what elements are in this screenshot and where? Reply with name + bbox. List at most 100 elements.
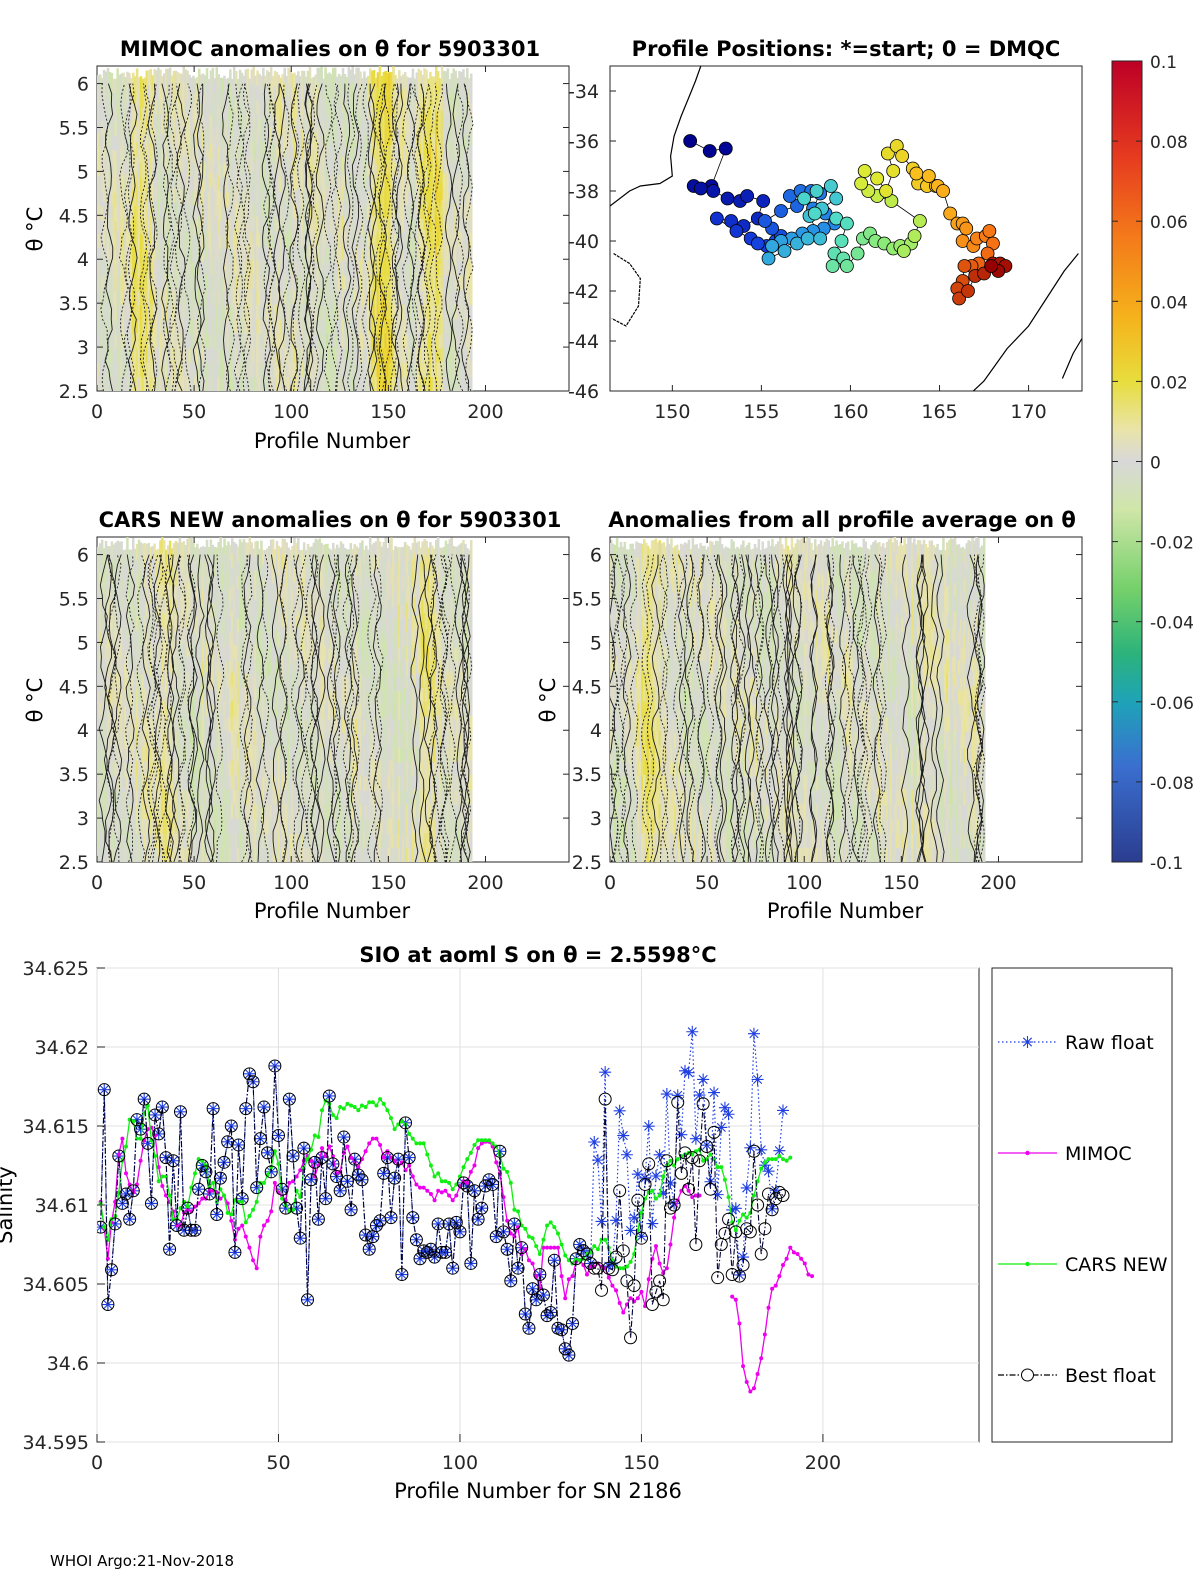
anomaly-cell <box>128 620 131 636</box>
anomaly-cell <box>104 701 108 717</box>
anomaly-cell <box>128 790 131 806</box>
anomaly-cell <box>186 289 189 305</box>
anomaly-cell <box>174 172 178 188</box>
anomaly-cell <box>318 317 321 333</box>
anomaly-cell <box>318 361 321 377</box>
profile-position-marker <box>909 166 924 181</box>
anomaly-cell <box>186 303 189 319</box>
anomaly-cell <box>205 317 209 333</box>
anomaly-cell <box>242 133 246 148</box>
anomaly-cell <box>295 161 298 177</box>
anomaly-cell <box>419 289 422 305</box>
anomaly-cell <box>436 303 440 319</box>
anomaly-cell <box>450 261 454 277</box>
anomaly-cell <box>279 305 283 321</box>
anomaly-cell <box>454 274 457 290</box>
anomaly-cell <box>232 346 236 363</box>
anomaly-cell <box>415 173 419 189</box>
anomaly-cell <box>281 203 285 219</box>
anomaly-cell <box>341 361 345 377</box>
anomaly-cell <box>328 202 331 218</box>
anomaly-cell <box>227 163 230 179</box>
anomaly-cell <box>289 99 292 115</box>
anomaly-cell <box>413 234 417 250</box>
anomaly-cell <box>209 216 213 232</box>
anomaly-cell <box>355 170 358 186</box>
anomaly-cell <box>380 147 384 163</box>
anomaly-cell <box>302 332 306 348</box>
contour-line <box>361 83 371 391</box>
anomaly-cell <box>349 171 353 188</box>
anomaly-cell <box>211 185 215 201</box>
anomaly-cell <box>365 262 368 278</box>
anomaly-cell <box>267 130 271 146</box>
anomaly-cell <box>116 613 119 629</box>
anomaly-cell <box>458 216 461 232</box>
anomaly-cell <box>166 127 170 143</box>
anomaly-cell <box>454 376 457 391</box>
anomaly-cell <box>215 288 219 304</box>
anomaly-cell <box>275 318 279 334</box>
anomaly-cell <box>221 134 224 150</box>
anomaly-cell <box>209 361 213 378</box>
anomaly-cell <box>124 105 127 121</box>
anomaly-cell <box>438 234 442 250</box>
anomaly-cell <box>124 691 127 707</box>
anomaly-cell <box>122 805 125 821</box>
anomaly-cell <box>106 67 110 84</box>
anomaly-cell <box>370 303 374 319</box>
anomaly-cell <box>287 67 290 83</box>
anomaly-cell <box>269 273 273 289</box>
anomaly-cell <box>116 642 119 659</box>
anomaly-cell <box>112 178 116 193</box>
anomaly-cell <box>130 163 133 179</box>
anomaly-cell <box>316 258 320 275</box>
anomaly-cell <box>388 376 391 391</box>
anomaly-cell <box>442 216 446 232</box>
anomaly-cell <box>328 362 331 378</box>
anomaly-cell <box>295 89 298 105</box>
anomaly-cell <box>347 361 351 377</box>
anomaly-cell <box>145 157 149 174</box>
anomaly-cell <box>223 233 226 249</box>
anomaly-cell <box>454 187 457 203</box>
anomaly-cell <box>131 581 135 598</box>
anomaly-cell <box>308 111 312 127</box>
anomaly-cell <box>415 376 419 391</box>
anomaly-cell <box>106 775 110 791</box>
anomaly-cell <box>203 118 207 134</box>
anomaly-cell <box>446 288 450 304</box>
anomaly-cell <box>194 348 197 364</box>
anomaly-cell <box>423 156 426 172</box>
anomaly-cell <box>120 261 123 277</box>
anomaly-cell <box>423 112 426 128</box>
anomaly-cell <box>316 97 320 113</box>
anomaly-cell <box>293 101 296 117</box>
anomaly-cell <box>180 290 184 306</box>
anomaly-cell <box>174 289 178 305</box>
anomaly-cell <box>297 260 300 276</box>
anomaly-cell <box>372 113 376 130</box>
anomaly-cell <box>172 361 176 378</box>
anomaly-cell <box>97 347 100 363</box>
anomaly-cell <box>161 104 164 120</box>
anomaly-cell <box>403 159 407 175</box>
anomaly-cell <box>244 127 248 144</box>
anomaly-cell <box>131 376 135 391</box>
anomaly-cell <box>229 303 232 319</box>
anomaly-cell <box>128 72 131 88</box>
anomaly-cell <box>131 803 135 819</box>
anomaly-cell <box>137 134 141 150</box>
anomaly-cell <box>429 100 432 116</box>
anomaly-cell <box>106 302 110 319</box>
anomaly-cell <box>232 258 236 274</box>
anomaly-cell <box>128 318 131 334</box>
anomaly-cell <box>161 376 164 391</box>
anomaly-cell <box>236 305 240 321</box>
anomaly-cell <box>155 259 158 275</box>
anomaly-cell <box>213 78 217 94</box>
anomaly-cell <box>174 347 178 363</box>
anomaly-cell <box>365 376 368 391</box>
anomaly-cell <box>139 219 143 235</box>
anomaly-cell <box>302 201 306 218</box>
